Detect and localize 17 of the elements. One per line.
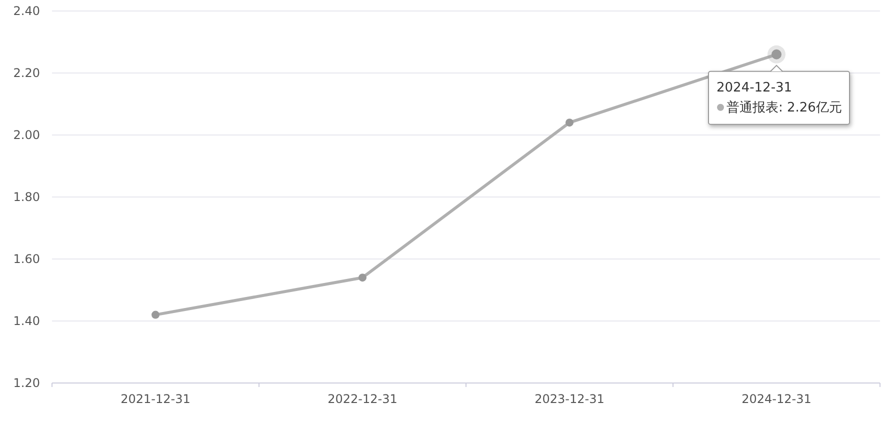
y-tick-label: 2.40	[13, 4, 40, 18]
y-tick-label: 2.00	[13, 128, 40, 142]
legend-label: 普通报表	[726, 99, 778, 116]
y-tick-label: 1.20	[13, 376, 40, 390]
x-tick-label: 2022-12-31	[328, 392, 398, 406]
x-tick-label: 2024-12-31	[742, 392, 812, 406]
point	[152, 310, 160, 319]
point	[566, 118, 574, 127]
y-tick-label: 1.40	[13, 314, 40, 328]
annotation: : 2.26亿元	[778, 100, 842, 116]
x-tick-label: 2023-12-31	[534, 392, 604, 406]
x-tick-label: 2021-12-31	[120, 392, 190, 406]
point	[358, 274, 366, 282]
y-tick-label: 2.20	[13, 66, 40, 80]
y-tick-label: 1.80	[13, 190, 40, 204]
y-tick-label: 1.60	[13, 252, 40, 266]
category-label: 2024-12-31	[716, 80, 792, 96]
